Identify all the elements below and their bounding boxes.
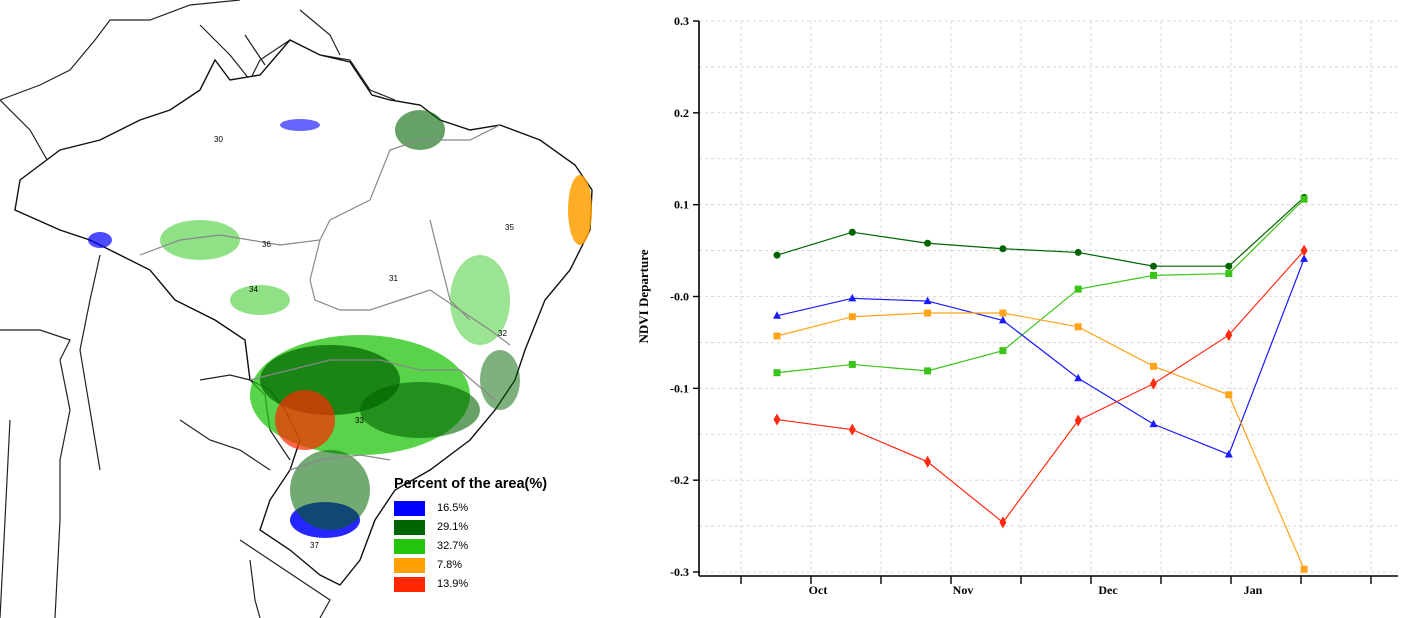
series-line <box>776 250 1305 524</box>
x-tick-label: Oct <box>809 583 828 597</box>
x-tick-label: Dec <box>1098 583 1118 597</box>
data-point <box>773 332 781 340</box>
legend-item: 7.8% <box>394 557 594 573</box>
data-point <box>1074 285 1082 293</box>
data-point <box>1225 329 1233 342</box>
legend-swatch <box>394 557 425 573</box>
region-boundaries <box>139 124 511 471</box>
y-tick-label: -0.3 <box>670 565 689 579</box>
chart-axes <box>693 20 1398 584</box>
data-point <box>1150 271 1157 279</box>
chart-series <box>773 193 1309 573</box>
data-point <box>998 315 1007 324</box>
series-line <box>776 198 1305 374</box>
map-legend: Percent of the area(%) 16.5% 29.1% 32.7%… <box>394 476 594 595</box>
data-point <box>924 309 932 317</box>
data-point <box>773 369 781 377</box>
brazil-map-panel: 30 31 32 33 34 35 36 37 Percent of the a… <box>0 0 620 618</box>
data-point <box>924 239 932 247</box>
legend-label: 7.8% <box>437 559 463 571</box>
data-point <box>1074 373 1083 382</box>
data-point <box>1300 195 1308 203</box>
region-label-31: 31 <box>389 274 398 283</box>
data-point <box>1225 270 1233 278</box>
region-label-37: 37 <box>310 541 319 550</box>
legend-item: 13.9% <box>394 576 594 592</box>
y-tick-label: 0.2 <box>674 106 689 120</box>
series-line <box>776 258 1305 456</box>
y-tick-label: -0.2 <box>670 473 689 487</box>
region-label-30: 30 <box>214 135 223 144</box>
data-point <box>1074 414 1082 427</box>
data-point <box>848 360 856 368</box>
brazil-map: 30 31 32 33 34 35 36 37 <box>0 0 593 618</box>
legend-label: 32.7% <box>437 540 469 552</box>
region-label-32: 32 <box>498 329 507 338</box>
legend-label: 13.9% <box>437 578 469 590</box>
chart-labels: 0.3 0.2 0.1 -0.0 -0.1 -0.2 -0.3 Oct Nov Dec Jan NDV… <box>636 14 1263 597</box>
y-tick-label: 0.1 <box>674 198 689 212</box>
data-point <box>848 313 856 321</box>
data-point <box>773 413 781 426</box>
data-point <box>924 455 932 468</box>
data-point <box>848 293 857 302</box>
legend-title: Percent of the area(%) <box>394 476 548 492</box>
data-point <box>1149 419 1158 428</box>
x-tick-label: Jan <box>1244 583 1263 597</box>
ndvi-line-chart: 0.3 0.2 0.1 -0.0 -0.1 -0.2 -0.3 Oct Nov Dec Jan NDV… <box>636 14 1398 597</box>
data-point <box>1074 323 1082 331</box>
data-point <box>923 296 932 305</box>
data-point <box>848 423 856 436</box>
border-south <box>239 539 331 618</box>
data-point <box>1150 262 1157 270</box>
legend-item: 16.5% <box>394 500 594 516</box>
data-point <box>1150 377 1157 390</box>
y-tick-label: 0.3 <box>674 14 689 28</box>
region-label-36: 36 <box>262 240 271 249</box>
data-point <box>773 311 781 319</box>
data-point <box>1300 565 1308 573</box>
legend-item: 32.7% <box>394 538 594 554</box>
data-point <box>999 347 1007 355</box>
data-point <box>848 228 856 236</box>
data-point <box>1300 254 1309 262</box>
y-tick-label: -0.0 <box>670 290 689 304</box>
vegetation-patches <box>88 110 592 538</box>
legend-swatch <box>394 538 425 554</box>
data-point <box>773 251 781 259</box>
x-tick-label: Nov <box>953 583 974 597</box>
data-point <box>1300 244 1308 257</box>
data-point <box>1074 248 1082 256</box>
data-point <box>1225 391 1233 399</box>
legend-label: 29.1% <box>437 521 469 533</box>
data-point <box>999 245 1007 253</box>
series-line <box>776 196 1305 267</box>
region-label-35: 35 <box>505 223 514 232</box>
legend-swatch <box>394 500 425 516</box>
legend-swatch <box>394 576 425 592</box>
data-point <box>1225 262 1233 270</box>
y-tick-label: -0.1 <box>670 381 689 395</box>
data-point <box>1224 449 1233 458</box>
legend-label: 16.5% <box>437 502 469 514</box>
data-point <box>999 516 1007 529</box>
region-label-33: 33 <box>355 416 364 425</box>
legend-swatch <box>394 519 425 535</box>
series-line <box>776 312 1305 570</box>
y-axis-label: NDVI Departure <box>636 249 651 343</box>
data-point <box>924 367 932 375</box>
chart-grid <box>699 20 1398 573</box>
legend-item: 29.1% <box>394 519 594 535</box>
data-point <box>1150 362 1157 370</box>
region-label-34: 34 <box>249 285 258 294</box>
data-point <box>999 309 1007 317</box>
